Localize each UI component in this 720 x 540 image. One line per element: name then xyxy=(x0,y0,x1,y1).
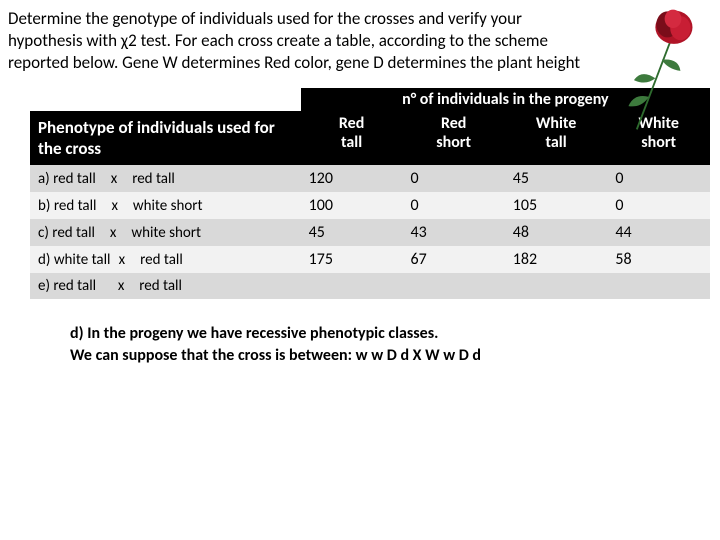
genetics-table: n° of individuals in the progeny Phenoty… xyxy=(30,88,710,299)
col-white-tall: Whitetall xyxy=(505,111,608,165)
table-row: d) white tall x red tall 1756718258 xyxy=(30,246,710,273)
blank-header xyxy=(30,88,301,111)
table-row: a) red tall x red tall 1200450 xyxy=(30,165,710,192)
col-red-tall: Redtall xyxy=(301,111,403,165)
col-red-short: Redshort xyxy=(403,111,505,165)
rose-image xyxy=(610,4,710,134)
table-row: e) red tall x red tall xyxy=(30,273,710,299)
answer-text: d) In the progeny we have recessive phen… xyxy=(70,323,720,366)
phenotype-header: Phenotype of individuals used for the cr… xyxy=(30,111,301,165)
table-row: b) red tall x white short 10001050 xyxy=(30,192,710,219)
table-row: c) red tall x white short 45434844 xyxy=(30,219,710,246)
